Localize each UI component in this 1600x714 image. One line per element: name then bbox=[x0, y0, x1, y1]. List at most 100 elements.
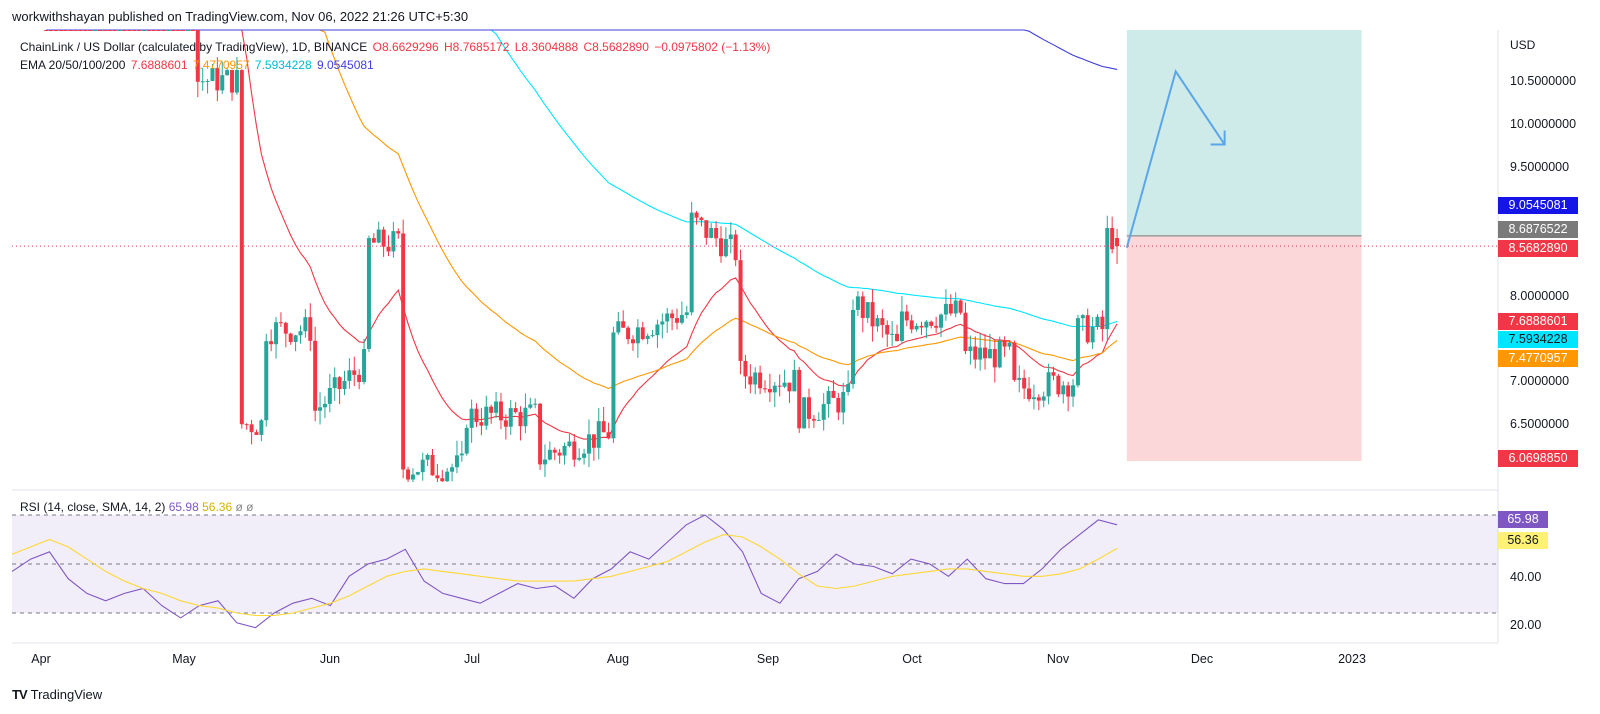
ema-label: EMA 20/50/100/200 bbox=[20, 58, 126, 72]
ohlc-change: −0.0975802 (−1.13%) bbox=[654, 40, 771, 54]
candle-body bbox=[459, 453, 464, 456]
candle-body bbox=[137, 30, 142, 31]
ema200-line bbox=[46, 29, 1118, 70]
candle-body bbox=[1075, 318, 1080, 386]
candle-body bbox=[1085, 315, 1090, 343]
tradingview-logo[interactable]: TV TradingView bbox=[12, 687, 102, 702]
candle-body bbox=[518, 412, 523, 427]
candle-body bbox=[78, 30, 83, 31]
candle-body bbox=[557, 452, 562, 456]
candle-body bbox=[880, 318, 885, 325]
candle-body bbox=[122, 30, 127, 31]
candle-body bbox=[318, 407, 323, 411]
candle-body bbox=[787, 382, 792, 392]
ema20-price-badge: 7.6888601 bbox=[1498, 313, 1578, 330]
candle-body bbox=[552, 449, 557, 453]
candle-body bbox=[332, 377, 337, 388]
rsi-tick: 40.00 bbox=[1510, 570, 1542, 584]
candle-body bbox=[249, 424, 254, 433]
candle-body bbox=[293, 335, 298, 342]
candles bbox=[44, 30, 1120, 482]
candle-body bbox=[1066, 385, 1071, 397]
candle-body bbox=[904, 311, 909, 321]
candle-body bbox=[807, 397, 812, 419]
candle-body bbox=[376, 229, 381, 243]
candle-body bbox=[523, 407, 528, 427]
candle-body bbox=[748, 376, 753, 385]
candle-body bbox=[112, 30, 117, 31]
rsi-tick: 20.00 bbox=[1510, 618, 1542, 632]
candle-body bbox=[665, 313, 670, 322]
ema-lines bbox=[46, 29, 1118, 441]
candle-body bbox=[689, 212, 694, 313]
ema50-line bbox=[46, 29, 1118, 390]
candle-body bbox=[1061, 385, 1066, 395]
candle-body bbox=[948, 303, 953, 314]
candle-body bbox=[156, 30, 161, 31]
candle-body bbox=[44, 30, 49, 31]
candle-body bbox=[220, 75, 225, 91]
candle-body bbox=[591, 434, 596, 448]
candle-body bbox=[410, 474, 415, 480]
candle-body bbox=[1056, 375, 1061, 395]
candle-body bbox=[772, 385, 777, 393]
price-tick: 7.0000000 bbox=[1510, 374, 1570, 388]
candle-body bbox=[562, 445, 567, 456]
ema100-price-badge: 7.5934228 bbox=[1498, 331, 1578, 348]
loss-zone bbox=[1126, 235, 1362, 461]
stop-price-badge: 6.0698850 bbox=[1498, 450, 1578, 467]
rsi-value: 65.98 bbox=[168, 500, 199, 514]
candle-body bbox=[855, 296, 860, 310]
candle-body bbox=[709, 228, 714, 238]
candle-body bbox=[596, 421, 601, 448]
price-tick: 6.5000000 bbox=[1510, 417, 1570, 431]
candle-body bbox=[508, 408, 513, 427]
candle-body bbox=[1031, 397, 1036, 400]
candle-body bbox=[278, 322, 283, 324]
candle-body bbox=[513, 408, 518, 413]
projection-arrow bbox=[1125, 69, 1226, 248]
candle-body bbox=[342, 380, 347, 390]
month-label: Jul bbox=[464, 652, 480, 666]
candle-body bbox=[1027, 388, 1032, 400]
candle-body bbox=[846, 384, 851, 392]
candle-body bbox=[533, 403, 538, 405]
candle-body bbox=[782, 382, 787, 387]
candle-body bbox=[953, 300, 958, 314]
candle-body bbox=[371, 238, 376, 243]
candle-body bbox=[660, 321, 665, 325]
ema-legend[interactable]: EMA 20/50/100/200 7.6888601 7.4770957 7.… bbox=[20, 58, 376, 72]
candle-body bbox=[274, 322, 279, 345]
symbol-legend[interactable]: ChainLink / US Dollar (calculated by Tra… bbox=[20, 40, 772, 54]
candle-body bbox=[68, 30, 73, 31]
candle-body bbox=[978, 347, 983, 360]
price-tick: 9.5000000 bbox=[1510, 160, 1570, 174]
candle-body bbox=[1017, 377, 1022, 380]
candle-body bbox=[621, 321, 626, 328]
candle-body bbox=[83, 30, 88, 31]
price-tick: 10.0000000 bbox=[1510, 117, 1577, 131]
candle-body bbox=[728, 234, 733, 240]
candle-body bbox=[802, 397, 807, 429]
currency-label: USD bbox=[1510, 38, 1536, 52]
candle-body bbox=[88, 30, 93, 31]
candle-body bbox=[464, 427, 469, 454]
ohlc-low: L8.3604888 bbox=[514, 40, 579, 54]
month-label: Aug bbox=[606, 652, 630, 666]
candle-body bbox=[811, 418, 816, 421]
rsi-sma-value: 56.36 bbox=[202, 500, 233, 514]
candle-body bbox=[875, 318, 880, 327]
target-price-badge: 8.6876522 bbox=[1498, 221, 1578, 238]
candle-body bbox=[161, 30, 166, 31]
candle-body bbox=[225, 70, 230, 76]
rsi-legend[interactable]: RSI (14, close, SMA, 14, 2) 65.98 56.36 … bbox=[20, 500, 254, 514]
candle-body bbox=[831, 390, 836, 398]
candle-body bbox=[450, 467, 455, 472]
month-label: May bbox=[172, 652, 196, 666]
candle-body bbox=[973, 346, 978, 360]
candle-body bbox=[503, 420, 508, 427]
candle-body bbox=[230, 70, 235, 93]
candle-body bbox=[391, 231, 396, 252]
candle-body bbox=[983, 347, 988, 359]
